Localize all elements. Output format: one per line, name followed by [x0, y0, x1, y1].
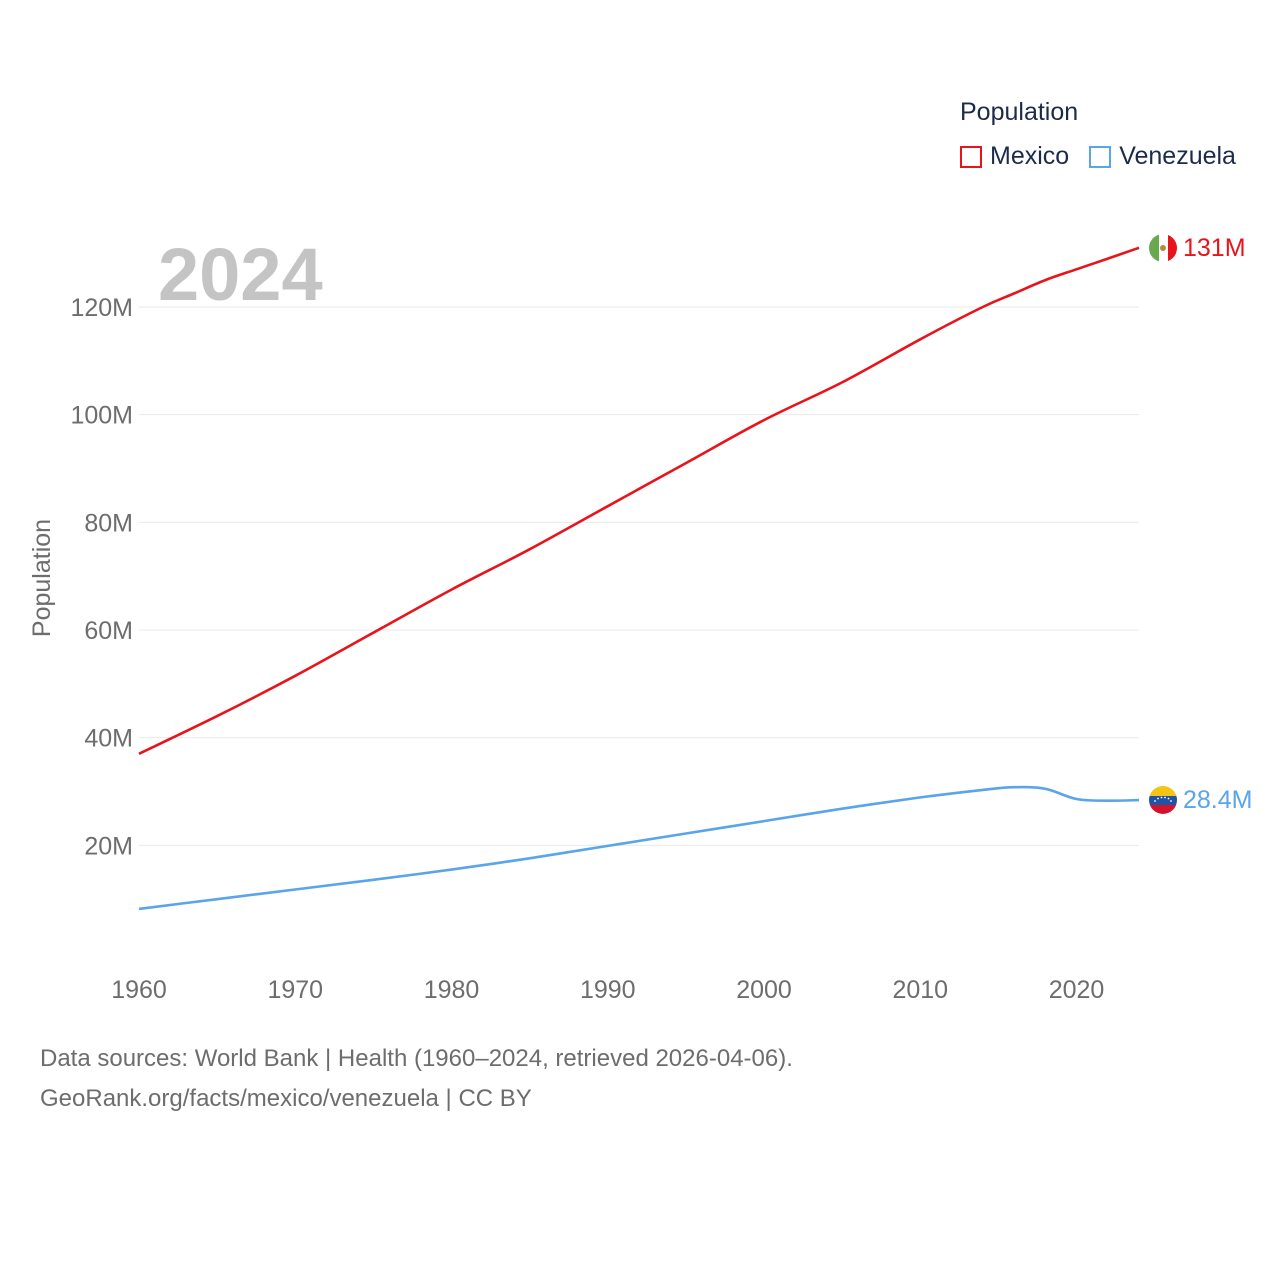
x-tick-label: 1990: [580, 976, 636, 1004]
legend-label-venezuela: Venezuela: [1119, 142, 1236, 170]
y-tick-label: 100M: [70, 402, 133, 430]
y-tick-label: 40M: [84, 725, 133, 753]
year-watermark: 2024: [158, 233, 323, 316]
legend-swatch-mexico: [960, 145, 982, 168]
footer-attribution: GeoRank.org/facts/mexico/venezuela | CC …: [40, 1085, 532, 1112]
footer-sources: Data sources: World Bank | Health (1960–…: [40, 1045, 793, 1072]
legend-item-venezuela[interactable]: Venezuela: [1089, 142, 1236, 171]
legend-swatch-venezuela: [1089, 145, 1112, 168]
y-tick-label: 120M: [70, 294, 133, 322]
series-line-venezuela: [138, 785, 1140, 911]
x-tick-label: 2020: [1049, 976, 1105, 1004]
mexico-flag-icon: [1149, 234, 1177, 262]
end-label-venezuela: 28.4M: [1183, 786, 1252, 814]
y-tick-label: 80M: [84, 509, 133, 537]
x-tick-label: 1970: [267, 976, 323, 1004]
series-line-mexico: [138, 246, 1140, 755]
x-tick-label: 1960: [111, 976, 167, 1004]
x-tick-label: 2000: [736, 976, 792, 1004]
end-label-mexico: 131M: [1183, 234, 1246, 262]
y-tick-label: 20M: [84, 832, 133, 860]
legend-title: Population: [960, 98, 1079, 126]
x-tick-label: 1980: [424, 976, 480, 1004]
venezuela-flag-icon: [1149, 786, 1177, 814]
y-tick-label: 60M: [84, 617, 133, 645]
x-tick-label: 2010: [892, 976, 948, 1004]
legend-item-mexico[interactable]: Mexico: [960, 142, 1069, 171]
legend: Mexico Venezuela: [960, 142, 1256, 171]
legend-label-mexico: Mexico: [990, 142, 1070, 170]
y-axis-label: Population: [28, 519, 56, 637]
